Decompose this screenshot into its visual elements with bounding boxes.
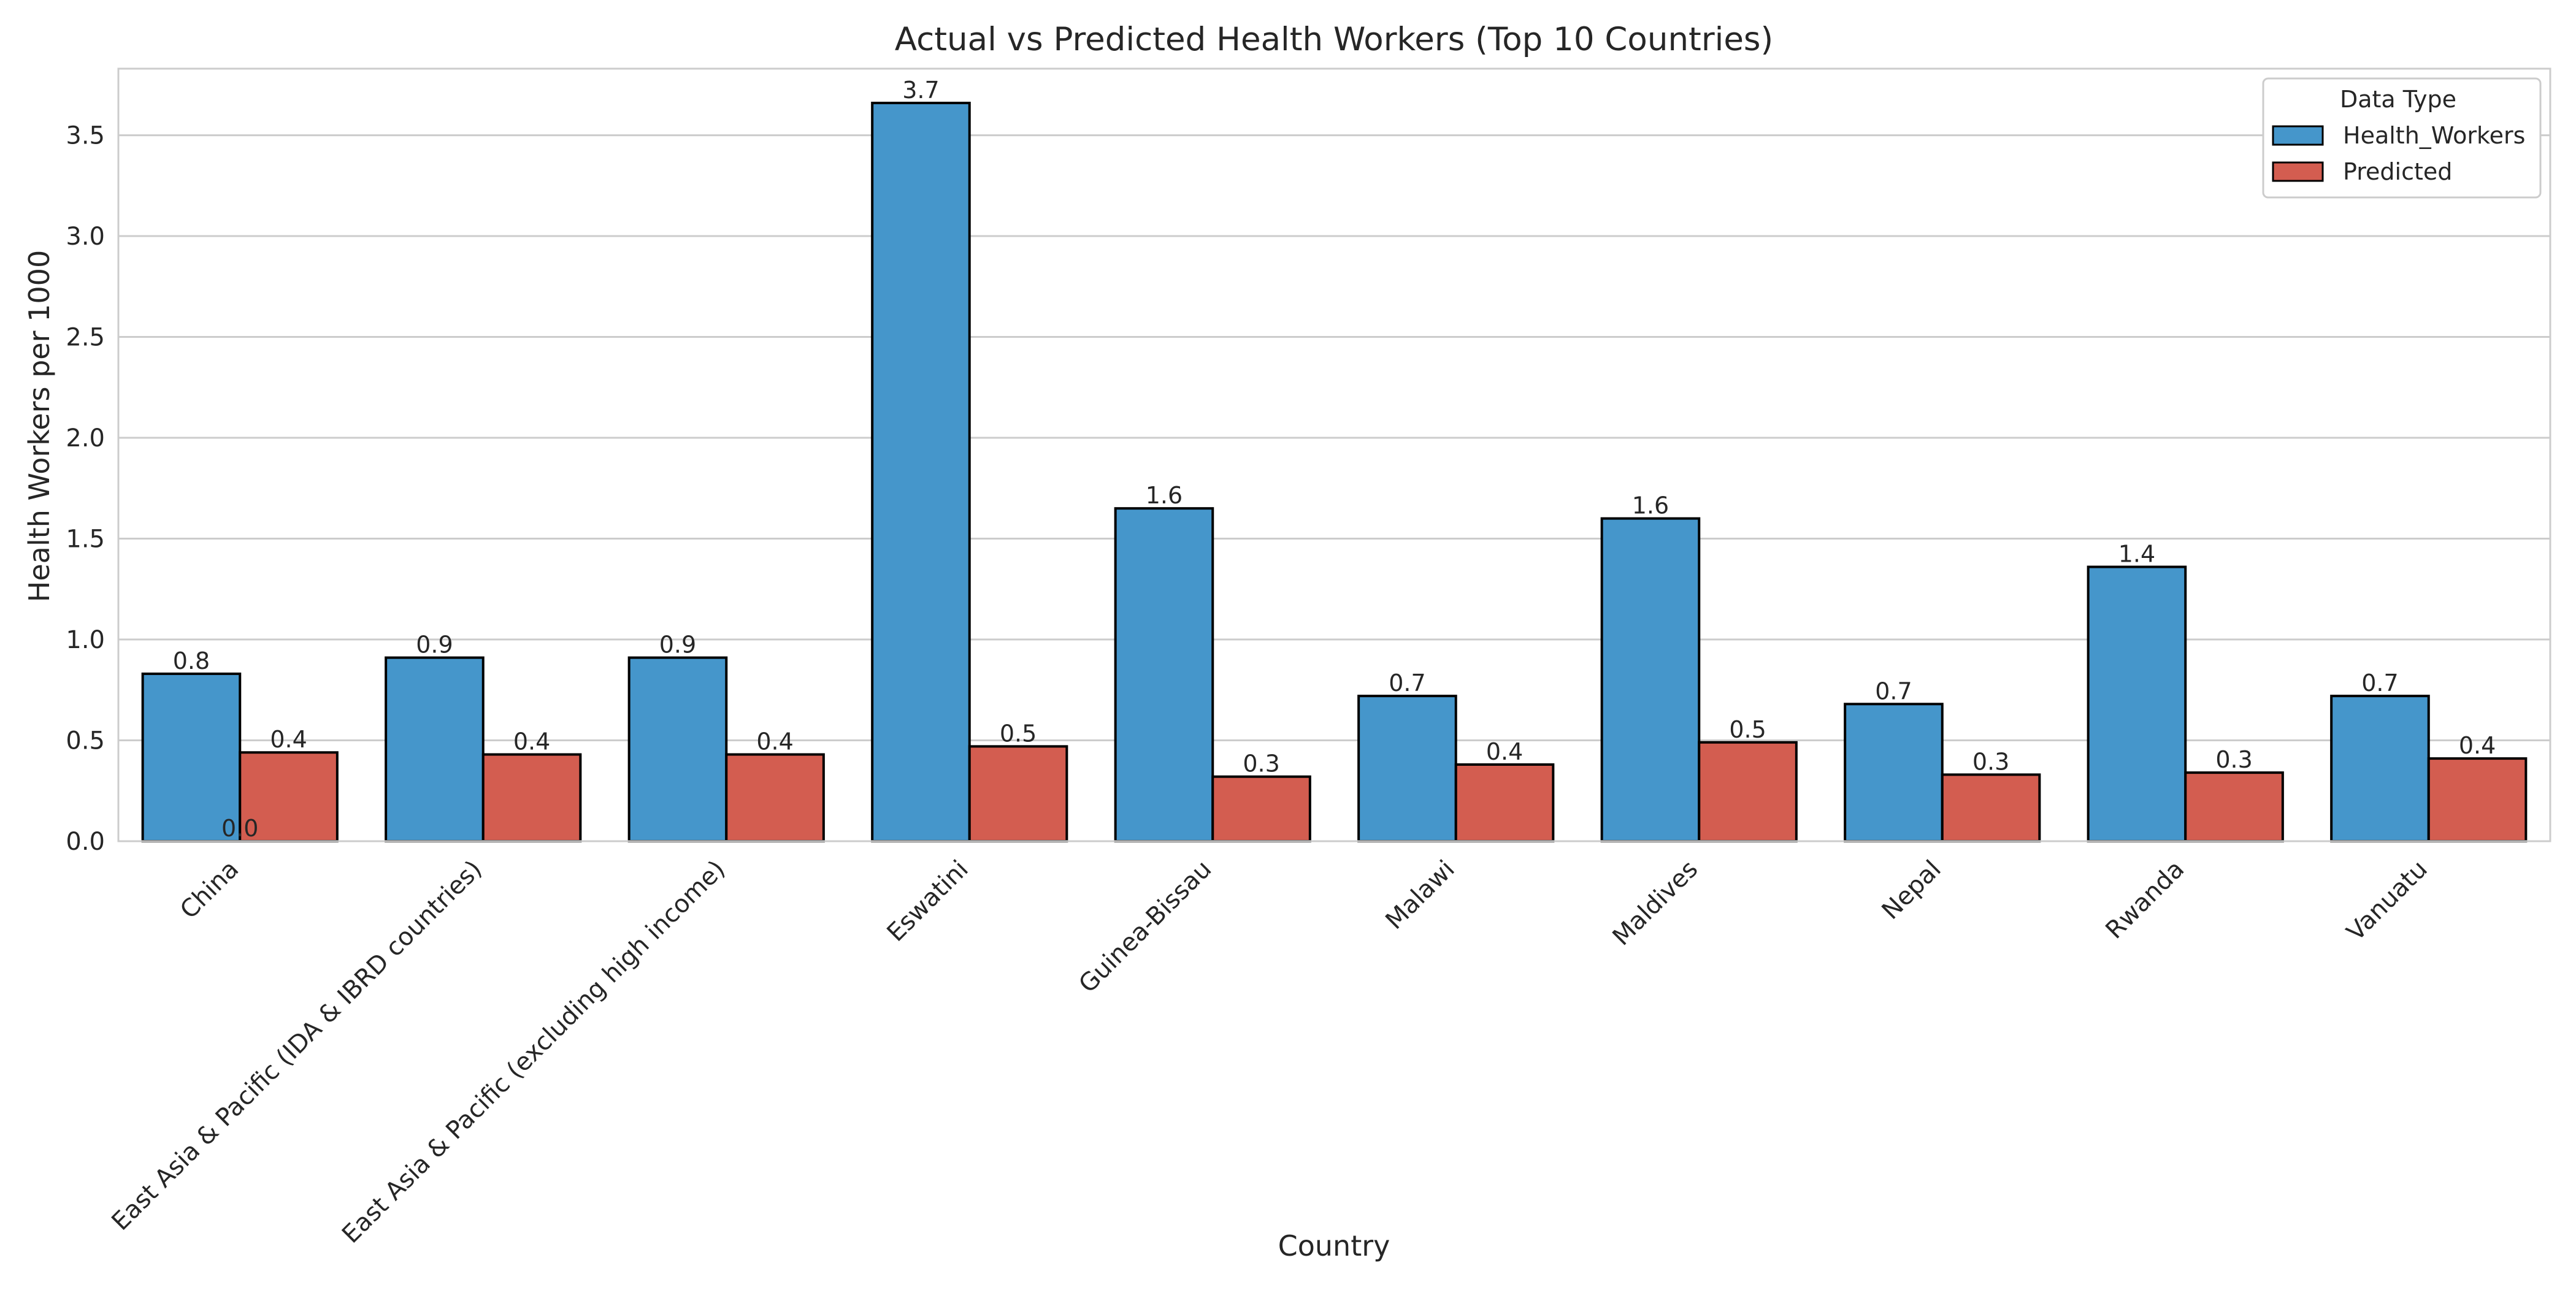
legend-label-predicted: Predicted — [2343, 158, 2452, 185]
chart-title: Actual vs Predicted Health Workers (Top … — [895, 21, 1773, 58]
bar-health-workers-east-asia-pacific-excluding-high-income — [627, 656, 728, 842]
bar-health-workers-eswatini — [871, 101, 971, 843]
bar-value-label: 0.3 — [1243, 750, 1279, 777]
bar-predicted-east-asia-pacific-ida-ibrd-countries — [481, 753, 582, 842]
bar-predicted-east-asia-pacific-excluding-high-income — [725, 753, 825, 842]
y-tick-label: 1.0 — [66, 626, 105, 654]
bar-predicted-malawi — [1454, 763, 1555, 842]
annotation-label: 0.0 — [221, 815, 258, 842]
bar-value-label: 0.7 — [2361, 670, 2398, 697]
legend-label-health-workers: Health_Workers — [2343, 122, 2525, 149]
x-axis-label: Country — [1278, 1229, 1390, 1262]
bar-health-workers-east-asia-pacific-ida-ibrd-countries — [385, 656, 485, 842]
y-tick-label: 2.5 — [66, 324, 105, 352]
bar-value-label: 0.3 — [1972, 748, 2009, 775]
bar-predicted-maldives — [1698, 741, 1798, 842]
bar-value-label: 0.4 — [756, 728, 793, 755]
bar-value-label: 0.9 — [416, 632, 453, 658]
legend: Data Type Health_Workers Predicted — [2262, 77, 2542, 199]
gridlines — [118, 134, 2550, 842]
bar-predicted-rwanda — [2184, 771, 2284, 843]
bar-value-labels: 0.8 0.9 0.9 3.7 1.6 0.7 1.6 0.7 1.4 0.7 0.4 0.4 0.4 0… — [173, 77, 2496, 842]
bar-value-label: 0.9 — [659, 632, 696, 658]
plot-frame — [117, 67, 2551, 842]
y-tick-label: 2.0 — [66, 424, 105, 452]
bar-value-label: 0.4 — [270, 726, 307, 753]
bar-value-label: 0.4 — [2459, 732, 2496, 759]
bar-predicted-eswatini — [968, 745, 1068, 842]
bar-value-label: 0.4 — [1486, 738, 1523, 765]
y-axis-ticks: 0.0 0.5 1.0 1.5 2.0 2.5 3.0 3.5 — [66, 122, 105, 856]
bar-predicted-china — [239, 751, 339, 842]
bar-value-label: 1.6 — [1146, 482, 1183, 509]
bar-health-workers-guinea-bissau — [1114, 507, 1214, 842]
bars — [141, 101, 2528, 843]
bar-predicted-guinea-bissau — [1211, 775, 1311, 842]
bar-value-label: 0.7 — [1389, 670, 1425, 697]
bar-health-workers-china — [141, 672, 242, 843]
bar-predicted-vanuatu — [2427, 757, 2528, 843]
bar-value-label: 0.4 — [513, 728, 550, 755]
bar-value-label: 3.7 — [902, 77, 939, 104]
y-tick-label: 1.5 — [66, 525, 105, 554]
y-axis-label: Health Workers per 1000 — [23, 250, 56, 602]
bar-health-workers-rwanda — [2087, 565, 2187, 842]
bar-value-label: 0.7 — [1875, 677, 1912, 704]
y-tick-label: 3.5 — [66, 122, 105, 150]
bar-value-label: 0.3 — [2215, 746, 2252, 773]
legend-swatch-health-workers — [2272, 125, 2324, 146]
bar-value-label: 1.6 — [1632, 492, 1669, 519]
bar-value-label: 0.5 — [1729, 716, 1766, 743]
bar-predicted-nepal — [1941, 773, 2041, 842]
bar-value-label: 0.8 — [173, 647, 210, 674]
bar-health-workers-vanuatu — [2330, 695, 2430, 843]
legend-swatch-predicted — [2272, 161, 2324, 182]
bar-health-workers-maldives — [1600, 517, 1701, 842]
bar-value-label: 1.4 — [2118, 541, 2155, 568]
y-tick-label: 0.5 — [66, 727, 105, 755]
legend-title: Data Type — [2340, 86, 2456, 113]
legend-box — [2262, 77, 2542, 199]
bar-value-label: 0.5 — [1000, 720, 1037, 747]
y-tick-label: 3.0 — [66, 223, 105, 251]
y-tick-label: 0.0 — [66, 828, 105, 856]
bar-health-workers-nepal — [1844, 703, 1944, 843]
bar-health-workers-malawi — [1357, 695, 1457, 843]
